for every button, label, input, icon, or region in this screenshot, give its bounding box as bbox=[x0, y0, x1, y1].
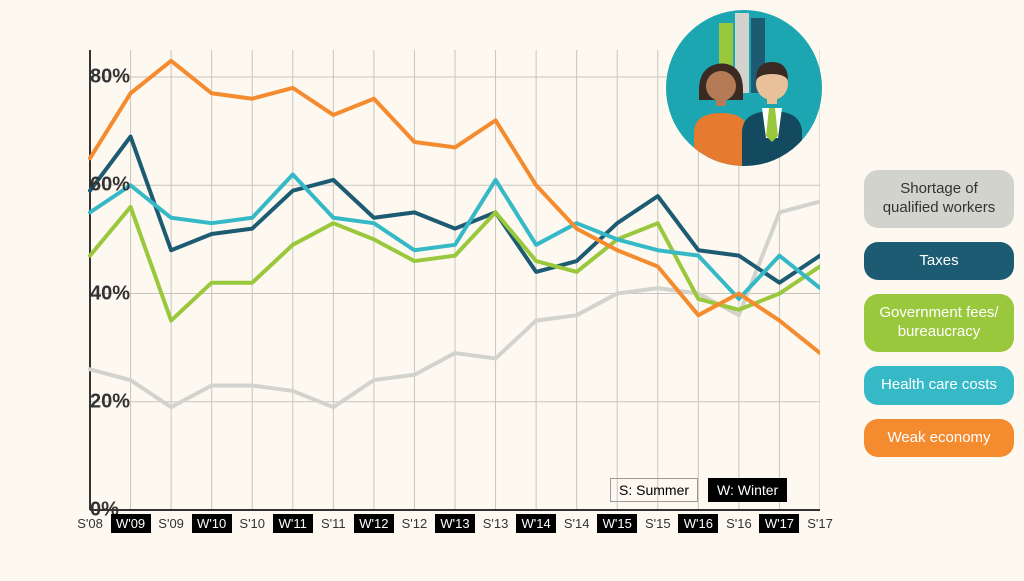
x-axis-label: W'16 bbox=[678, 514, 718, 533]
legend: Shortage of qualified workers Taxes Govern… bbox=[864, 170, 1014, 471]
legend-item: Taxes bbox=[864, 242, 1014, 281]
legend-item: Weak economy bbox=[864, 419, 1014, 458]
x-axis-label: W'12 bbox=[354, 514, 394, 533]
x-axis-label: W'15 bbox=[597, 514, 637, 533]
x-axis-label: W'14 bbox=[516, 514, 556, 533]
x-axis-label: W'13 bbox=[435, 514, 475, 533]
x-axis-label: W'17 bbox=[759, 514, 799, 533]
legend-item: Government fees/ bureaucracy bbox=[864, 294, 1014, 352]
season-key: S: Summer W: Winter bbox=[610, 478, 787, 502]
x-axis-label: S'10 bbox=[232, 514, 272, 533]
x-axis-label: S'14 bbox=[557, 514, 597, 533]
x-axis-label: S'08 bbox=[70, 514, 110, 533]
people-illustration bbox=[664, 8, 824, 168]
x-axis-label: S'11 bbox=[313, 514, 353, 533]
x-axis-label: S'15 bbox=[638, 514, 678, 533]
x-axis-label: W'09 bbox=[111, 514, 151, 533]
winter-key: W: Winter bbox=[708, 478, 787, 502]
x-axis-label: S'12 bbox=[394, 514, 434, 533]
x-axis-label: S'16 bbox=[719, 514, 759, 533]
x-axis-label: S'09 bbox=[151, 514, 191, 533]
legend-item: Health care costs bbox=[864, 366, 1014, 405]
summer-key: S: Summer bbox=[610, 478, 698, 502]
x-axis-label: S'13 bbox=[476, 514, 516, 533]
x-axis-label: W'11 bbox=[273, 514, 313, 533]
legend-item: Shortage of qualified workers bbox=[864, 170, 1014, 228]
x-axis-label: S'17 bbox=[800, 514, 840, 533]
x-axis-label: W'10 bbox=[192, 514, 232, 533]
